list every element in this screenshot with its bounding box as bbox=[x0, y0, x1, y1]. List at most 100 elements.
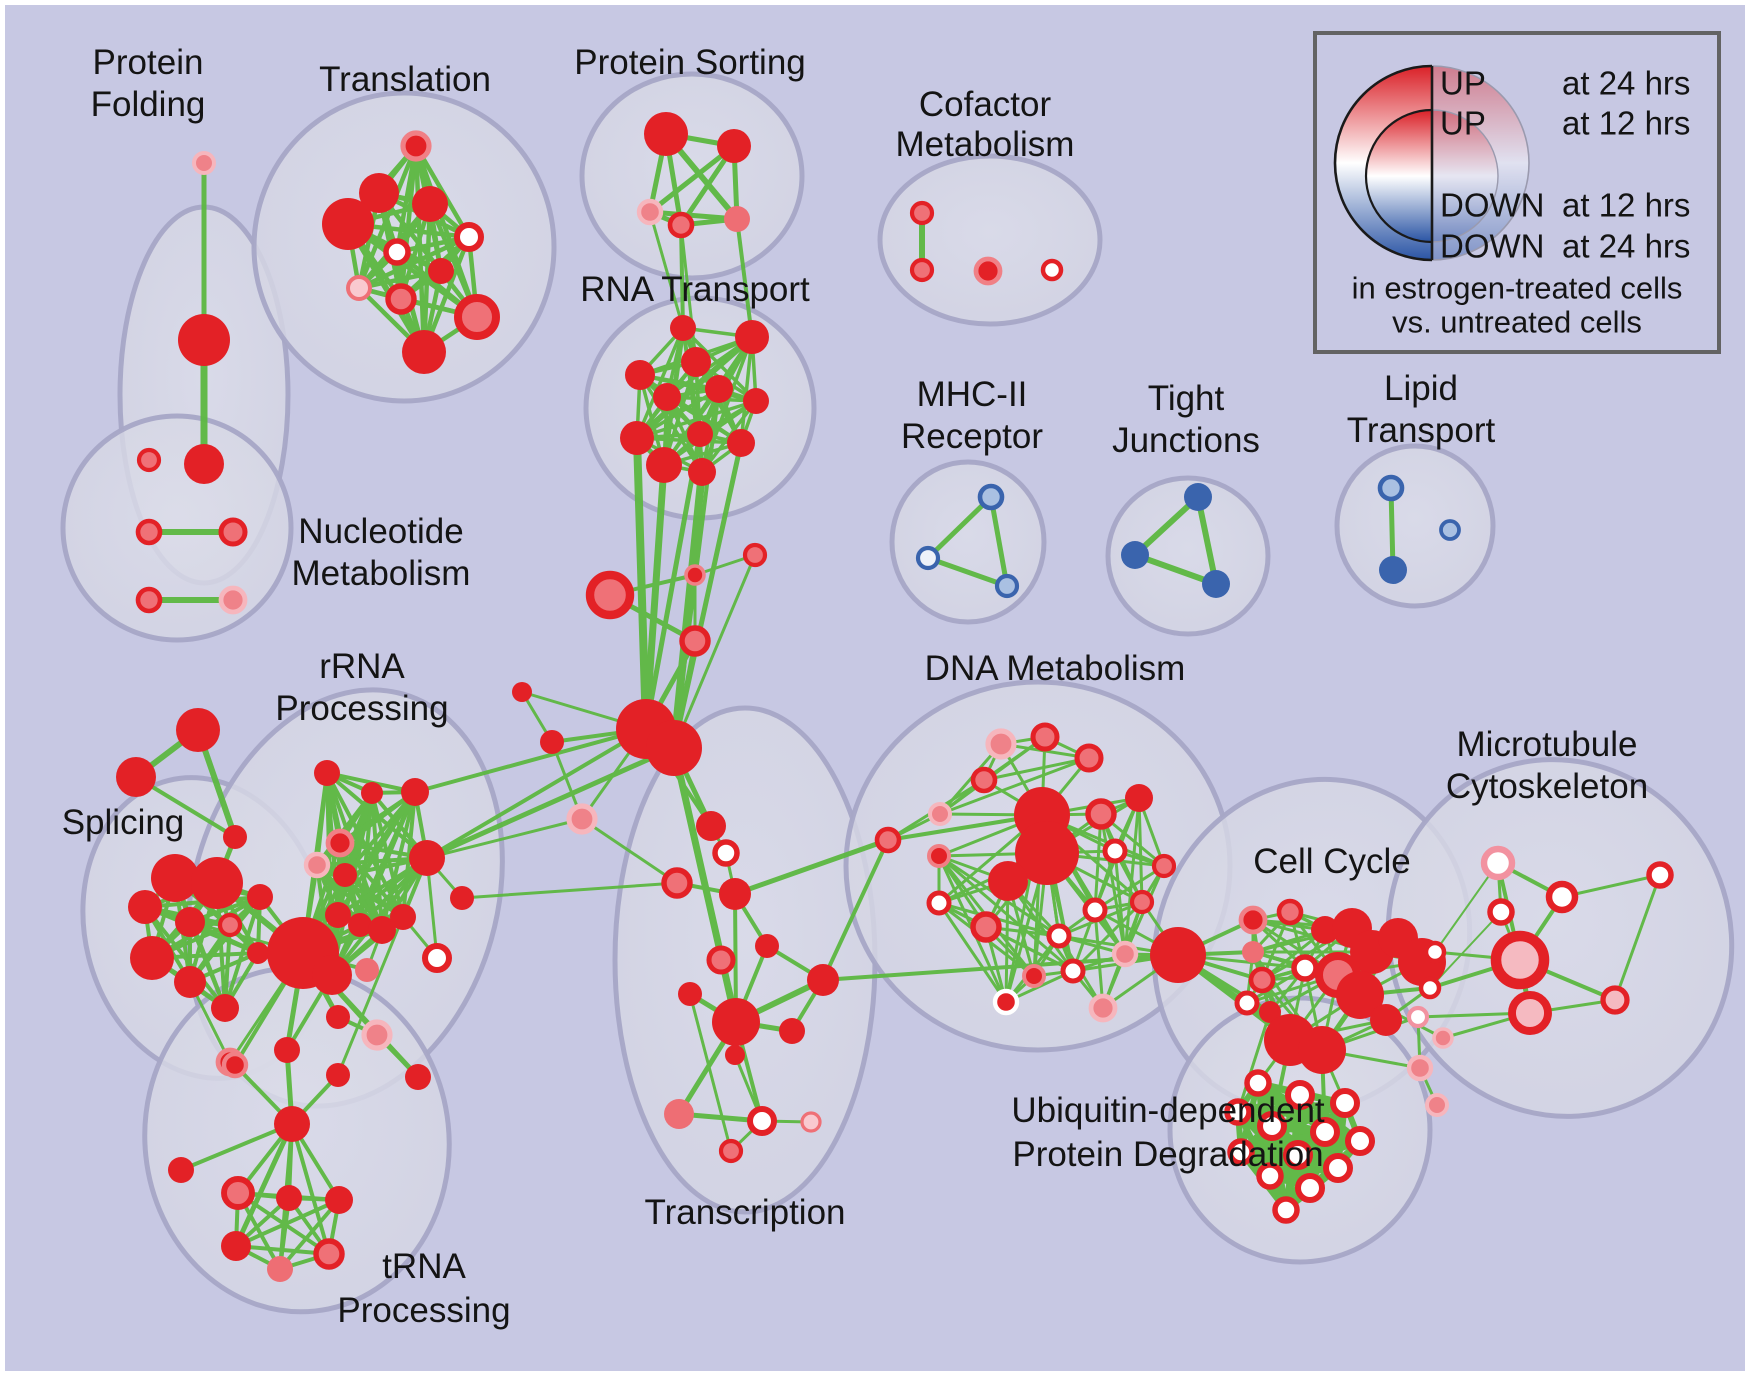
gene-node-r bbox=[646, 447, 682, 483]
interaction-edge bbox=[1099, 812, 1127, 956]
gene-node-bl bbox=[1377, 474, 1405, 502]
cluster-label-line: Cytoskeleton bbox=[1446, 767, 1648, 806]
interaction-edge bbox=[188, 920, 227, 1010]
cluster-label-line: Cofactor bbox=[919, 85, 1052, 124]
cluster-label-line: Cell Cycle bbox=[1253, 842, 1411, 881]
interaction-edge bbox=[1137, 796, 1144, 904]
interaction-edge bbox=[634, 334, 755, 441]
gene-node-r bbox=[174, 966, 206, 998]
interaction-edge bbox=[938, 756, 1091, 816]
cluster-label: Lipid Transport bbox=[1347, 369, 1496, 450]
gene-node-b bbox=[1202, 570, 1230, 598]
gene-node-r bbox=[625, 360, 655, 390]
interaction-edge bbox=[647, 209, 740, 222]
gene-node-r bbox=[743, 388, 769, 414]
cluster-label-line: Translation bbox=[319, 60, 491, 99]
interaction-edge bbox=[315, 791, 374, 867]
cluster-label: Translation bbox=[319, 60, 491, 99]
node-layer bbox=[116, 112, 1674, 1282]
gene-node-bw bbox=[915, 545, 941, 571]
interaction-edge bbox=[1236, 1010, 1272, 1114]
gene-node-r bbox=[670, 315, 696, 341]
gene-node-r bbox=[717, 129, 751, 163]
gene-node-w bbox=[1545, 880, 1579, 914]
gene-node-w bbox=[422, 943, 452, 973]
gene-node-r bbox=[412, 186, 448, 222]
gene-node-sp bbox=[718, 1138, 744, 1164]
gene-node-w bbox=[1227, 1138, 1255, 1166]
interaction-edge bbox=[1434, 862, 1499, 953]
gene-node-r bbox=[725, 1045, 745, 1065]
gene-node-r bbox=[325, 902, 351, 928]
legend-time-label: at 24 hrs bbox=[1562, 65, 1690, 102]
gene-node-pkw bbox=[1480, 845, 1516, 881]
interaction-edge bbox=[356, 234, 472, 291]
interaction-edge bbox=[642, 461, 668, 733]
gene-node-wr bbox=[992, 988, 1020, 1016]
gene-node-r bbox=[274, 1037, 300, 1063]
gene-node-sp bbox=[1129, 889, 1155, 915]
interaction-edge bbox=[988, 494, 1010, 589]
gene-node-r bbox=[276, 1185, 302, 1211]
gene-node-r bbox=[211, 994, 239, 1022]
gene-node-r bbox=[151, 854, 199, 902]
cluster-ellipse-lipid-transport bbox=[1334, 443, 1496, 609]
gene-node-w bbox=[1310, 1117, 1340, 1147]
gene-node-pks bbox=[985, 728, 1017, 760]
cluster-label-line: Protein bbox=[93, 43, 204, 82]
interaction-edge bbox=[1132, 552, 1219, 587]
interaction-edge bbox=[647, 143, 737, 215]
interaction-edge bbox=[1113, 849, 1127, 956]
gene-node-r bbox=[178, 314, 230, 366]
interaction-edge bbox=[925, 555, 1010, 589]
gene-node-r bbox=[1298, 1026, 1346, 1074]
cluster-label-line: rRNA bbox=[319, 647, 405, 686]
cluster-ellipse-tight-junctions bbox=[1105, 475, 1271, 637]
gene-node-w bbox=[1423, 940, 1447, 964]
cluster-label-line: Protein Sorting bbox=[574, 43, 806, 82]
interaction-edge bbox=[1613, 873, 1662, 1002]
gene-node-r bbox=[175, 907, 205, 937]
gene-node-rpk bbox=[1508, 991, 1552, 1035]
gene-node-r bbox=[128, 890, 162, 924]
gene-node-r bbox=[326, 1063, 350, 1087]
gene-node-pks bbox=[1425, 1093, 1449, 1117]
cluster-label-line: MHC-II bbox=[917, 375, 1028, 414]
gene-node-sal bbox=[724, 206, 750, 232]
gene-node-w bbox=[1285, 1080, 1315, 1110]
gene-node-pkw bbox=[1406, 1005, 1430, 1029]
interaction-edge bbox=[1235, 1100, 1348, 1115]
gene-node-pks bbox=[636, 198, 664, 226]
gene-node-sp bbox=[385, 283, 417, 315]
legend-time-label: at 24 hrs bbox=[1562, 228, 1690, 265]
gene-node-r bbox=[512, 682, 532, 702]
gene-node-pks bbox=[1088, 993, 1118, 1023]
gene-node-w bbox=[1040, 258, 1064, 282]
gene-node-w bbox=[1224, 1098, 1252, 1126]
gene-node-b bbox=[1184, 483, 1212, 511]
gene-node-sp bbox=[1151, 853, 1177, 879]
gene-node-w bbox=[1272, 1196, 1300, 1224]
gene-node-sp bbox=[667, 211, 695, 239]
gene-node-b bbox=[1121, 541, 1149, 569]
legend-caption-line: in estrogen-treated cells bbox=[1352, 271, 1683, 306]
gene-node-r bbox=[359, 173, 399, 213]
gene-node-pks bbox=[1406, 1054, 1434, 1082]
gene-node-r bbox=[755, 934, 779, 958]
legend-direction-label: DOWN bbox=[1440, 228, 1544, 265]
cluster-label-line: Receptor bbox=[901, 417, 1043, 456]
gene-node-w bbox=[1234, 990, 1260, 1016]
gene-node-rp bbox=[1022, 964, 1046, 988]
gene-node-sp bbox=[661, 867, 693, 899]
interaction-edge bbox=[315, 856, 429, 867]
gene-node-r bbox=[678, 982, 702, 1006]
interaction-edge bbox=[739, 335, 754, 445]
gene-node-rp bbox=[927, 844, 951, 868]
legend-time-label: at 12 hrs bbox=[1562, 105, 1690, 142]
gene-node-r bbox=[719, 878, 751, 910]
cluster-label-line: DNA Metabolism bbox=[925, 649, 1186, 688]
interaction-edge bbox=[278, 1198, 341, 1271]
gene-node-sp bbox=[1248, 966, 1276, 994]
gene-node-r bbox=[333, 863, 357, 887]
gene-node-r bbox=[988, 861, 1028, 901]
